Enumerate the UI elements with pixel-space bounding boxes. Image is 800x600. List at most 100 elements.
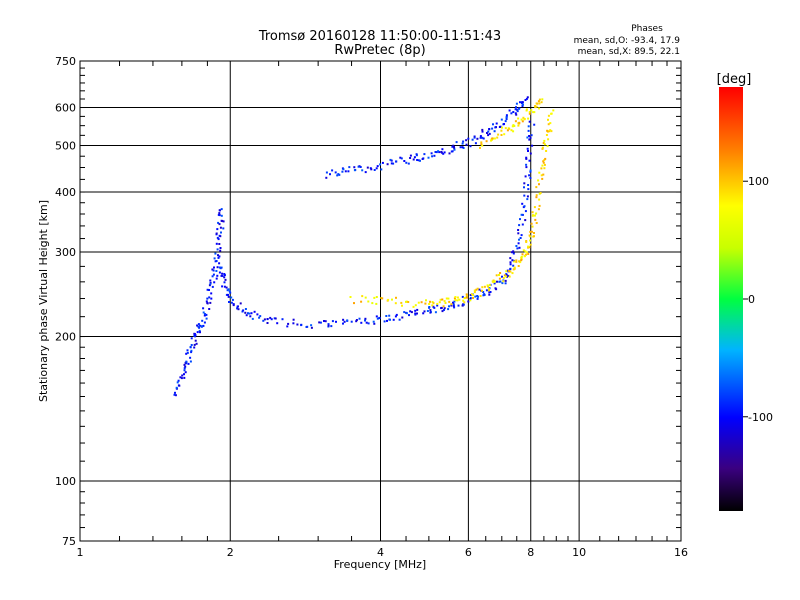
scatter-point bbox=[533, 235, 535, 238]
scatter-point bbox=[472, 294, 475, 297]
scatter-point bbox=[216, 266, 219, 269]
scatter-point bbox=[441, 298, 444, 301]
scatter-point bbox=[391, 298, 393, 301]
scatter-point bbox=[488, 293, 491, 296]
scatter-point bbox=[434, 151, 437, 153]
scatter-point bbox=[538, 192, 541, 195]
scatter-point bbox=[205, 300, 208, 303]
stats-header: Phases bbox=[631, 24, 663, 34]
scatter-point bbox=[269, 316, 272, 319]
scatter-point bbox=[507, 274, 510, 277]
scatter-point bbox=[318, 321, 321, 324]
scatter-point bbox=[217, 256, 220, 259]
scatter-point bbox=[452, 304, 455, 307]
scatter-point bbox=[186, 349, 189, 352]
scatter-point bbox=[525, 108, 528, 111]
scatter-point bbox=[481, 128, 484, 131]
colorbar-tick-label: -100 bbox=[748, 411, 773, 424]
scatter-point bbox=[258, 316, 261, 319]
scatter-point bbox=[447, 297, 450, 300]
scatter-point bbox=[325, 176, 328, 179]
scatter-point bbox=[274, 317, 277, 320]
scatter-point bbox=[454, 296, 457, 298]
scatter-point bbox=[522, 116, 525, 119]
scatter-point bbox=[409, 157, 412, 159]
scatter-point bbox=[228, 290, 231, 293]
scatter-point bbox=[412, 158, 415, 161]
scatter-point bbox=[538, 98, 541, 101]
scatter-point bbox=[485, 289, 488, 292]
scatter-points bbox=[173, 96, 555, 397]
scatter-point bbox=[521, 105, 524, 107]
scatter-point bbox=[401, 304, 403, 307]
scatter-point bbox=[329, 173, 331, 176]
scatter-point bbox=[479, 295, 482, 297]
scatter-point bbox=[431, 155, 434, 158]
scatter-point bbox=[197, 323, 200, 326]
scatter-point bbox=[511, 272, 514, 275]
scatter-point bbox=[496, 136, 499, 139]
scatter-point bbox=[245, 314, 248, 317]
scatter-point bbox=[220, 208, 223, 211]
scatter-point bbox=[504, 279, 507, 282]
scatter-point bbox=[379, 163, 382, 166]
scatter-point bbox=[488, 132, 491, 135]
scatter-point bbox=[266, 318, 269, 320]
scatter-point bbox=[180, 377, 183, 380]
scatter-point bbox=[216, 274, 219, 277]
scatter-point bbox=[211, 285, 214, 288]
scatter-point bbox=[509, 268, 512, 271]
scatter-point bbox=[364, 171, 367, 174]
scatter-point bbox=[529, 239, 532, 242]
scatter-point bbox=[521, 213, 524, 216]
scatter-point bbox=[505, 273, 508, 276]
scatter-point bbox=[504, 282, 507, 285]
scatter-point bbox=[467, 137, 470, 140]
scatter-point bbox=[456, 296, 459, 299]
scatter-point bbox=[505, 275, 508, 278]
scatter-point bbox=[330, 325, 333, 328]
scatter-point bbox=[527, 184, 530, 186]
scatter-point bbox=[430, 152, 433, 155]
scatter-point bbox=[488, 288, 490, 291]
y-tick-label: 750 bbox=[55, 55, 76, 68]
scatter-point bbox=[533, 232, 535, 234]
scatter-point bbox=[189, 346, 192, 349]
scatter-point bbox=[495, 122, 498, 125]
scatter-point bbox=[223, 281, 226, 284]
scatter-point bbox=[519, 261, 522, 264]
scatter-point bbox=[403, 311, 406, 314]
scatter-point bbox=[417, 301, 420, 304]
scatter-point bbox=[477, 295, 479, 298]
scatter-point bbox=[508, 270, 511, 272]
scatter-point bbox=[347, 170, 350, 173]
scatter-point bbox=[353, 169, 356, 172]
scatter-point bbox=[530, 230, 533, 233]
scatter-point bbox=[325, 171, 328, 174]
scatter-point bbox=[183, 369, 186, 372]
scatter-point bbox=[441, 310, 444, 313]
x-tick-label: 8 bbox=[527, 546, 534, 559]
scatter-point bbox=[529, 177, 532, 179]
x-tick-label: 1 bbox=[77, 546, 84, 559]
scatter-point bbox=[358, 317, 361, 320]
scatter-point bbox=[474, 295, 477, 298]
scatter-point bbox=[473, 291, 476, 294]
scatter-point bbox=[190, 349, 193, 352]
scatter-point bbox=[381, 297, 384, 300]
scatter-point bbox=[355, 320, 358, 323]
scatter-point bbox=[508, 127, 511, 130]
scatter-point bbox=[221, 285, 224, 288]
scatter-point bbox=[517, 124, 520, 127]
scatter-point bbox=[528, 159, 531, 162]
scatter-point bbox=[405, 161, 408, 164]
scatter-point bbox=[531, 214, 534, 217]
scatter-point bbox=[488, 128, 491, 130]
scatter-point bbox=[249, 315, 252, 318]
scatter-point bbox=[529, 169, 532, 172]
scatter-point bbox=[413, 156, 416, 159]
scatter-point bbox=[526, 147, 529, 150]
scatter-point bbox=[500, 129, 503, 132]
scatter-point bbox=[511, 251, 513, 254]
scatter-point bbox=[528, 120, 531, 123]
